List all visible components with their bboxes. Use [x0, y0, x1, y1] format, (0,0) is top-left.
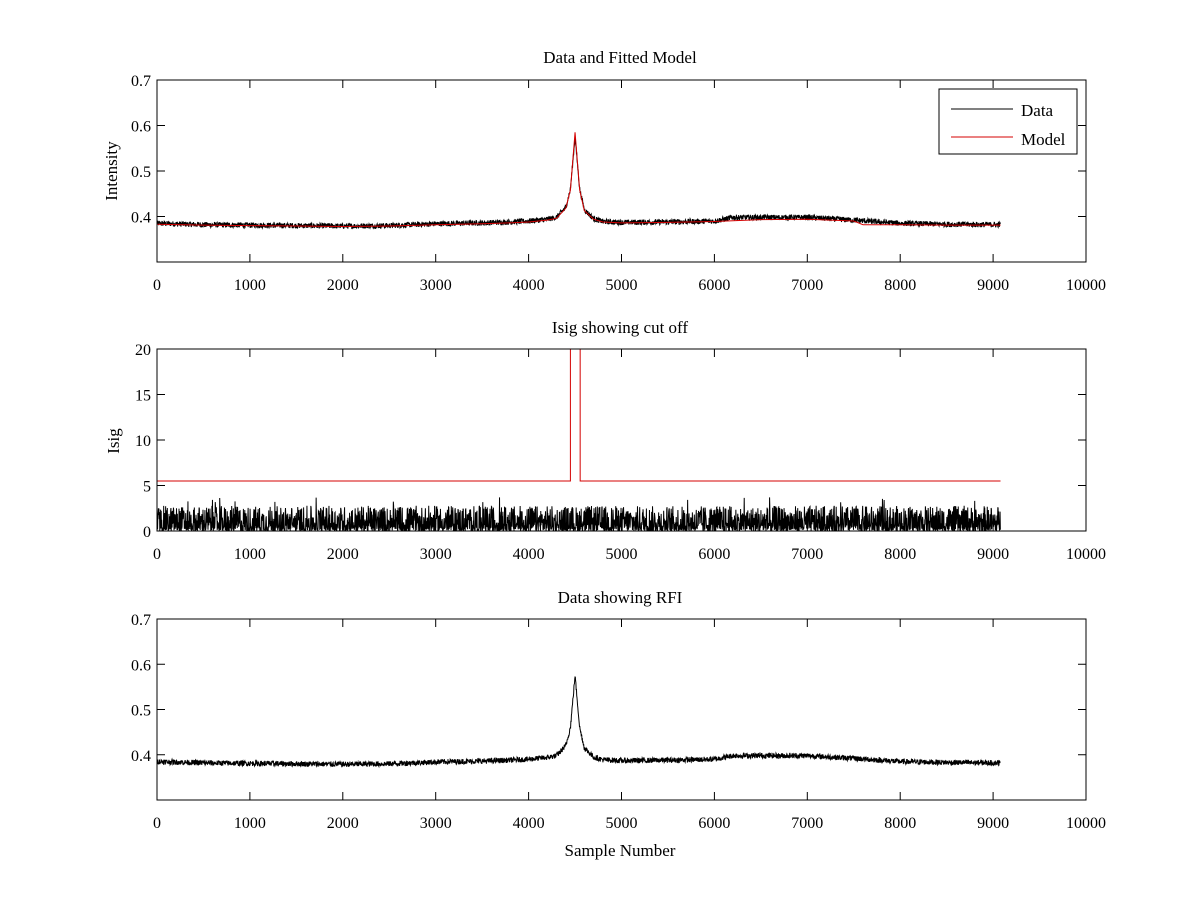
subplot-3-xtick-label: 1000 — [234, 815, 266, 832]
subplot-2-ytick-label: 5 — [143, 479, 151, 496]
subplot-1-xtick-label: 4000 — [513, 277, 545, 294]
subplot-2-series-1-line — [157, 497, 1001, 531]
subplot-2-xtick-label: 1000 — [234, 546, 266, 563]
subplot-1-xtick-label: 10000 — [1066, 277, 1106, 294]
subplot-2-xtick-label: 8000 — [884, 546, 916, 563]
subplot-2-xtick-label: 4000 — [513, 546, 545, 563]
subplot-3-series-1-line — [157, 676, 1001, 769]
subplot-3-ytick-label: 0.6 — [131, 657, 151, 674]
subplot-3-xtick-label: 0 — [153, 815, 161, 832]
subplot-3-ytick-label: 0.7 — [131, 612, 151, 629]
subplot-2-xtick-label: 5000 — [606, 546, 638, 563]
subplot-1-xtick-label: 9000 — [977, 277, 1009, 294]
subplot-2-xtick-label: 10000 — [1066, 546, 1106, 563]
subplot-2-xtick-label: 9000 — [977, 546, 1009, 563]
subplot-1-xtick-label: 2000 — [327, 277, 359, 294]
subplot-3-ytick-label: 0.4 — [131, 748, 151, 765]
subplot-3-xtick-label: 2000 — [327, 815, 359, 832]
subplot-3-xtick-label: 5000 — [606, 815, 638, 832]
subplot-1-ytick-label: 0.5 — [131, 164, 151, 181]
subplot-1-ytick-label: 0.7 — [131, 73, 151, 90]
subplot-2-plot-area: 0 1000 2000 3000 4000 5000 6000 7000 8000 9000 100… — [135, 342, 1106, 563]
subplot-2-ytick-label: 0 — [143, 524, 151, 541]
subplot-3-xtick-label: 3000 — [420, 815, 452, 832]
subplot-1-xtick-label: 8000 — [884, 277, 916, 294]
subplot-data-showing-rfi: Data showing RFI Sample Number 0 1000 2000… — [131, 588, 1106, 860]
subplot-2-title: Isig showing cut off — [552, 318, 688, 337]
subplot-1-xtick-label: 7000 — [791, 277, 823, 294]
subplot-3-xlabel: Sample Number — [565, 841, 676, 860]
subplot-isig-showing-cut-off: Isig showing cut off Isig 0 1000 2000 3000 4… — [104, 318, 1106, 563]
subplot-1-ylabel: Intensity — [102, 141, 121, 201]
subplot-1-xtick-label: 0 — [153, 277, 161, 294]
subplot-3-ytick-label: 0.5 — [131, 703, 151, 720]
subplot-2-xtick-label: 2000 — [327, 546, 359, 563]
subplot-3-xtick-label: 6000 — [698, 815, 730, 832]
legend-entry-model: Model — [1021, 130, 1066, 149]
subplot-3-xtick-label: 9000 — [977, 815, 1009, 832]
subplot-2-series-2-line — [157, 349, 1001, 482]
subplot-2-xtick-label: 6000 — [698, 546, 730, 563]
subplot-2-ytick-label: 20 — [135, 342, 151, 359]
subplot-3-xtick-label: 7000 — [791, 815, 823, 832]
subplot-2-xtick-label: 7000 — [791, 546, 823, 563]
subplot-1-ytick-label: 0.6 — [131, 119, 151, 136]
subplot-1-title: Data and Fitted Model — [543, 48, 697, 67]
subplot-3-xtick-label: 10000 — [1066, 815, 1106, 832]
legend: Data Model — [938, 88, 1078, 155]
legend-entry-data: Data — [1021, 101, 1054, 120]
subplot-1-xtick-label: 3000 — [420, 277, 452, 294]
subplot-data-and-fitted-model: Data and Fitted Model Intensity 0 1000 200… — [102, 48, 1106, 294]
subplot-1-series-model-line — [157, 132, 1001, 228]
legend-box — [938, 88, 1078, 155]
subplot-3-title: Data showing RFI — [558, 588, 683, 607]
subplot-3-xtick-label: 4000 — [513, 815, 545, 832]
subplot-1-xtick-label: 1000 — [234, 277, 266, 294]
subplot-2-ytick-label: 10 — [135, 433, 151, 450]
subplot-1-xtick-label: 5000 — [606, 277, 638, 294]
subplot-3-plot-area: 0 1000 2000 3000 4000 5000 6000 7000 8000 9000 100… — [131, 612, 1106, 832]
subplot-1-ytick-label: 0.4 — [131, 210, 151, 227]
subplot-2-xtick-label: 0 — [153, 546, 161, 563]
subplot-3-xtick-label: 8000 — [884, 815, 916, 832]
subplot-1-xtick-label: 6000 — [698, 277, 730, 294]
subplot-2-ylabel: Isig — [104, 428, 123, 454]
subplot-2-ytick-label: 15 — [135, 388, 151, 405]
subplot-2-xtick-label: 3000 — [420, 546, 452, 563]
subplot-1-plot-area: 0 1000 2000 3000 4000 5000 6000 7000 8000 9000 100… — [131, 73, 1106, 294]
